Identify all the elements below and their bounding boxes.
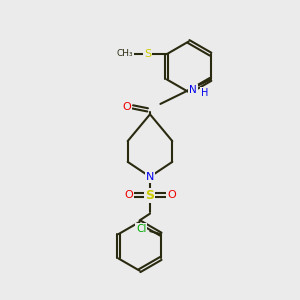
- Text: O: O: [167, 190, 176, 200]
- Text: O: O: [122, 102, 131, 112]
- Text: Cl: Cl: [136, 224, 147, 234]
- Text: S: S: [146, 189, 154, 202]
- Text: S: S: [144, 49, 151, 59]
- Text: H: H: [201, 88, 208, 98]
- Text: N: N: [146, 172, 154, 182]
- Text: CH₃: CH₃: [117, 49, 134, 58]
- Text: N: N: [189, 85, 197, 95]
- Text: O: O: [124, 190, 133, 200]
